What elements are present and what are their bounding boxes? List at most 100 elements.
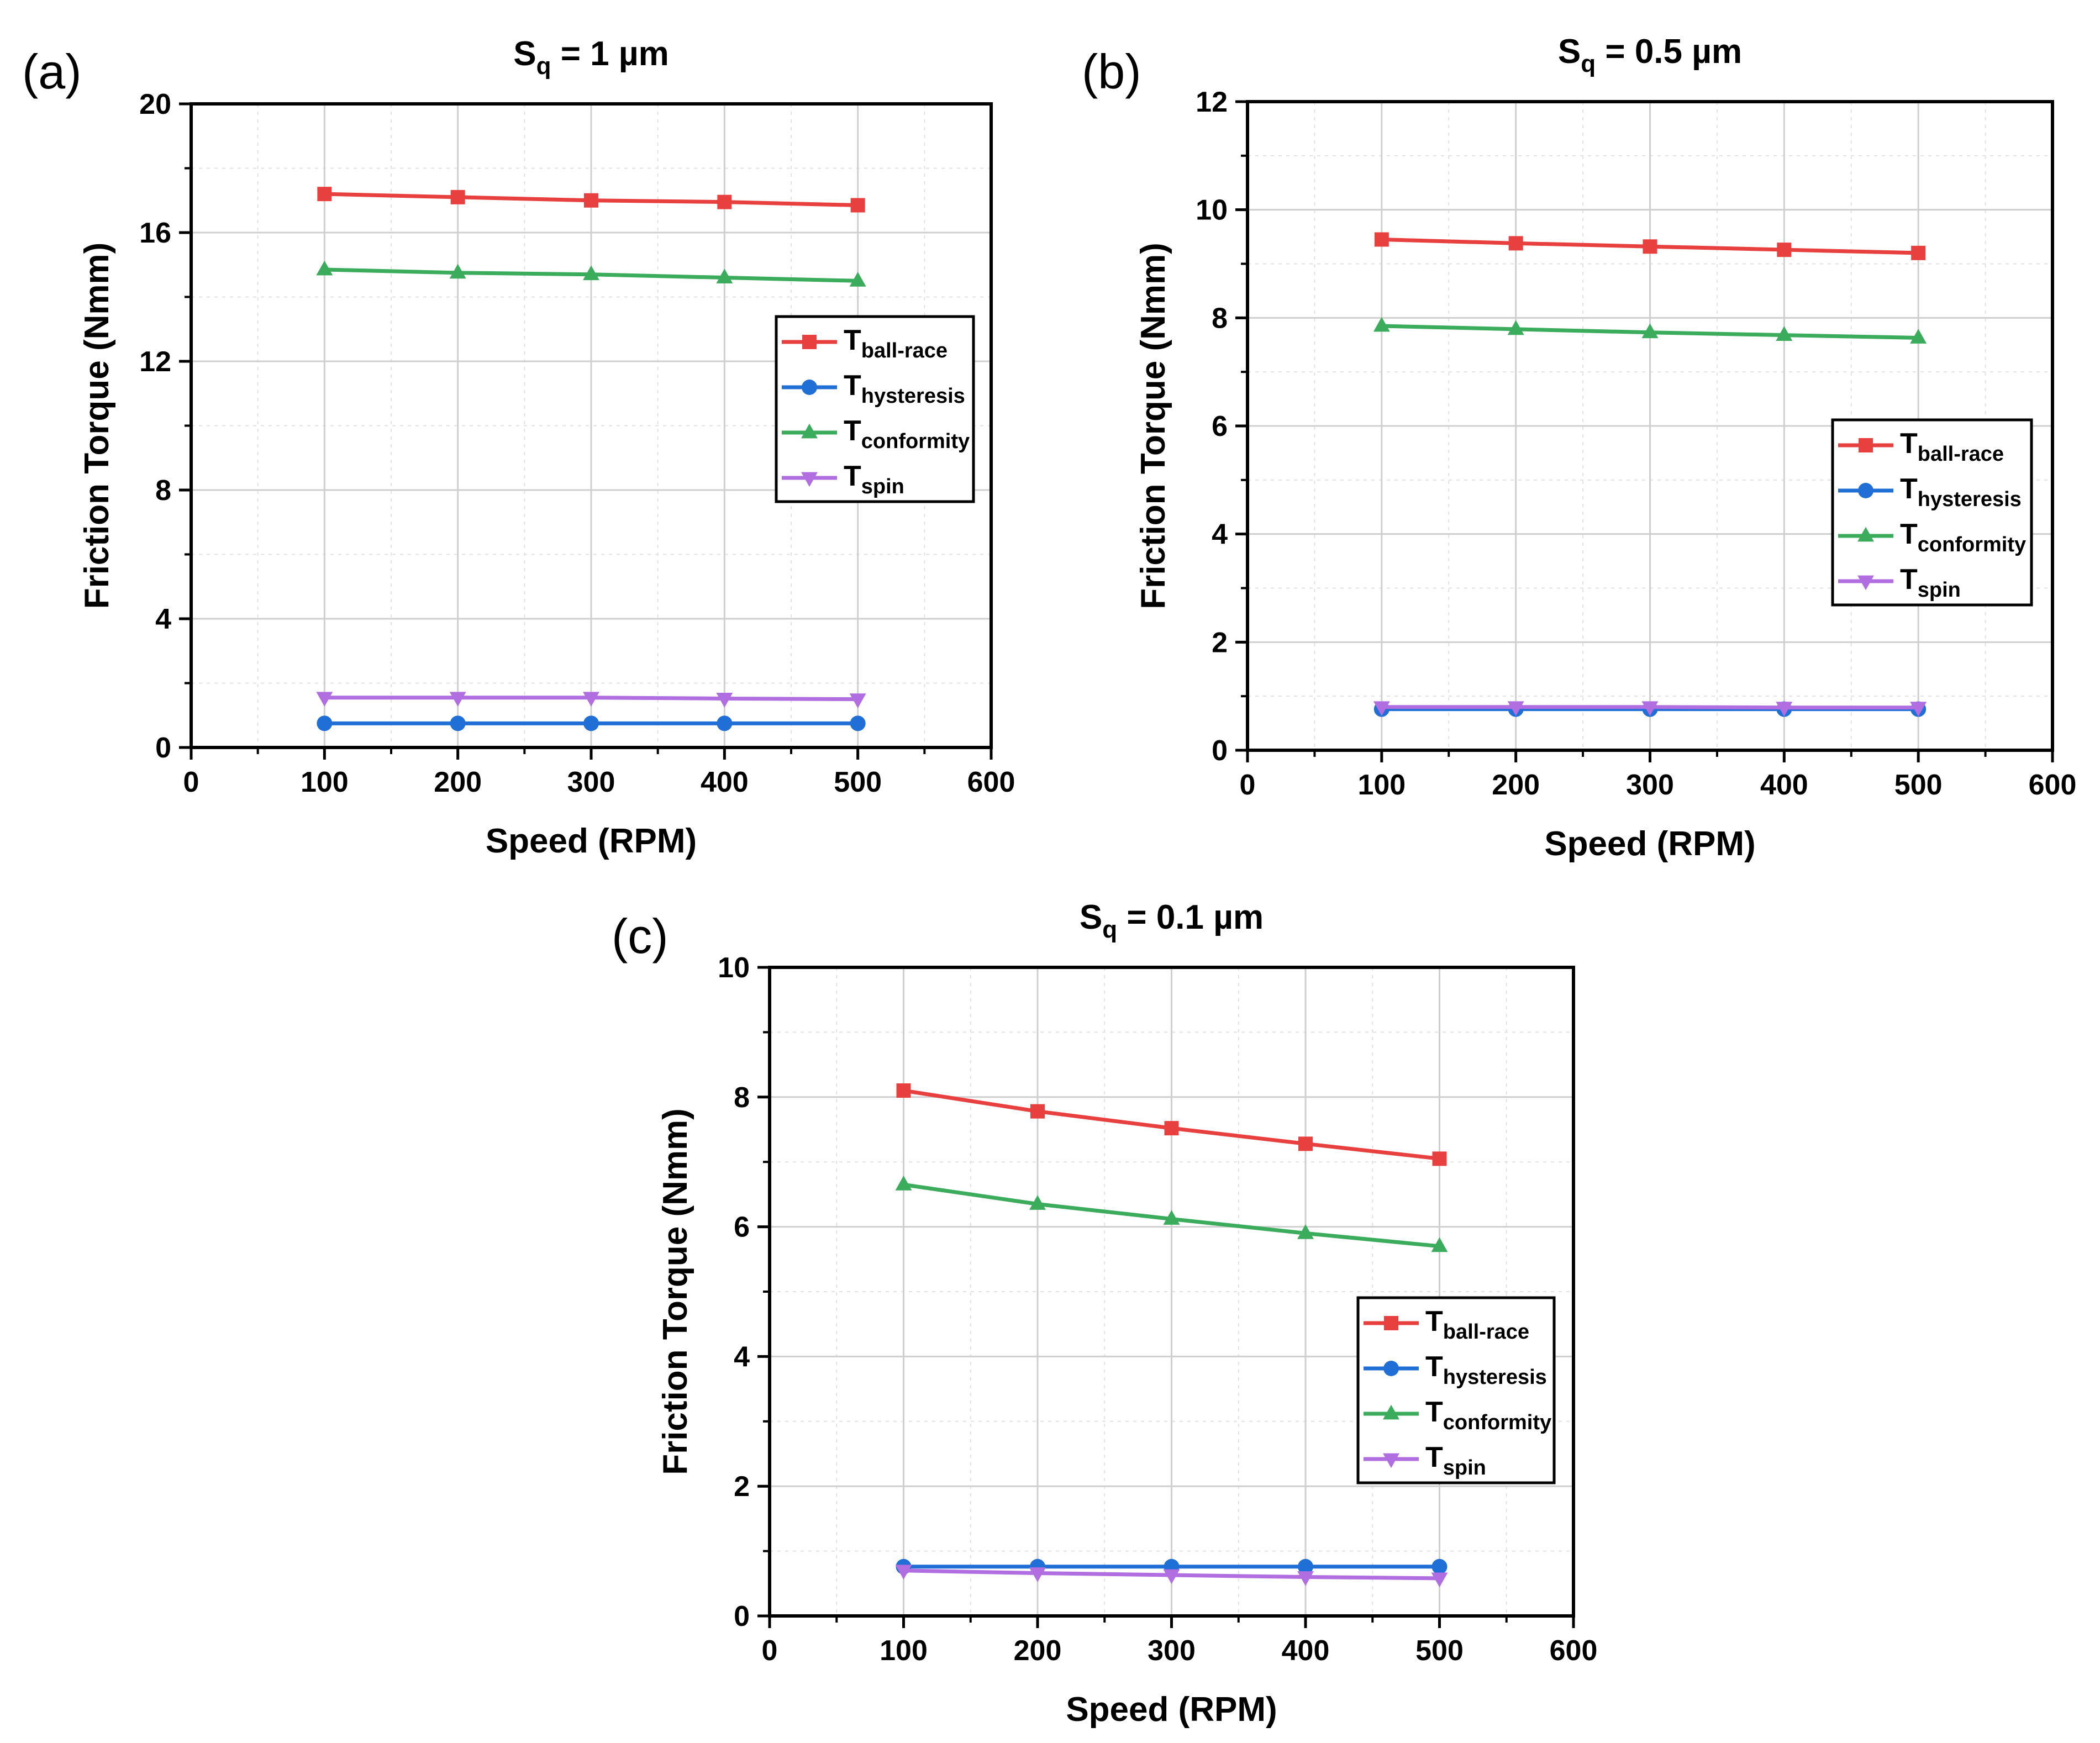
data-point-spin (449, 692, 466, 707)
data-point-ball-race (317, 187, 332, 202)
data-point-ball-race (1298, 1136, 1313, 1151)
data-point-hysteresis (1431, 1558, 1448, 1575)
y-tick-label: 8 (734, 1082, 750, 1114)
legend-label-main: T (844, 324, 861, 356)
data-point-ball-race (1374, 232, 1389, 247)
data-point-spin (895, 1565, 912, 1580)
data-point-hysteresis (717, 715, 733, 731)
plot-frame (768, 966, 1575, 1618)
legend-marker-conformity (1857, 526, 1874, 542)
x-tick-label: 400 (1760, 769, 1808, 801)
legend-label-ball-race: Tball-race (1425, 1305, 1529, 1344)
x-tick-label: 500 (834, 766, 882, 798)
chart-panel-3: 0 100 200 300 400 500 600 0 2 4 6 8 10 Speed (RPM) Fri… (612, 898, 1597, 1729)
series-hysteresis (317, 715, 866, 731)
chart-panel-1: 0 100 200 300 400 500 600 0 4 8 12 16 20 Speed (RPM) F… (22, 35, 1015, 860)
y-tick-label: 6 (734, 1212, 750, 1244)
x-tick-label: 500 (1894, 769, 1943, 801)
legend-label-sub: hysteresis (861, 385, 965, 408)
x-axis-title: Speed (RPM) (1544, 825, 1755, 863)
data-point-spin (1431, 1572, 1448, 1588)
panel-label: (b) (1082, 44, 1141, 99)
legend-marker-spin (1857, 575, 1874, 591)
chart-title: Sq = 0.5 µm (1558, 33, 1742, 77)
y-tick-label: 2 (1212, 626, 1228, 659)
legend-label-hysteresis: Thysteresis (844, 370, 965, 408)
y-tick-label: 6 (1212, 410, 1228, 443)
data-point-spin (1641, 701, 1659, 716)
data-point-spin (716, 693, 733, 708)
data-point-conformity (1776, 326, 1793, 341)
data-point-spin (849, 693, 866, 708)
legend-label-hysteresis: Thysteresis (1425, 1351, 1547, 1389)
y-tick-label: 2 (734, 1471, 750, 1503)
legend-label-sub: spin (1918, 578, 1961, 602)
y-tick-label: 8 (155, 475, 171, 507)
legend-label-sub: ball-race (1918, 443, 2004, 466)
data-point-conformity (1163, 1210, 1180, 1225)
data-point-hysteresis (450, 715, 466, 731)
legend-marker-hysteresis (802, 380, 817, 395)
y-axis-title: Friction Torque (Nmm) (78, 243, 116, 609)
data-point-conformity (1373, 317, 1390, 332)
data-point-conformity (316, 260, 333, 276)
chart-title-rest: = 0.5 µm (1596, 33, 1742, 71)
data-point-conformity (449, 264, 466, 279)
x-tick-label: 100 (1357, 769, 1406, 801)
x-tick-label: 0 (762, 1635, 778, 1667)
legend-label-main: T (844, 370, 861, 402)
chart-title: Sq = 1 µm (513, 35, 669, 80)
data-point-spin (1029, 1567, 1046, 1582)
y-tick-label: 4 (734, 1341, 750, 1373)
data-point-ball-race (450, 189, 465, 204)
legend-label-sub: spin (861, 475, 904, 498)
y-tick-label: 4 (1212, 519, 1228, 551)
data-point-conformity (1431, 1237, 1448, 1252)
y-axis-title: Friction Torque (Nmm) (656, 1108, 694, 1475)
legend-label-ball-race: Tball-race (844, 324, 948, 362)
x-tick-label: 600 (1550, 1635, 1598, 1667)
legend-label-main: T (1900, 428, 1918, 460)
x-tick-label: 200 (434, 766, 482, 798)
data-point-conformity (1641, 323, 1659, 339)
chart-title-sub: q (536, 52, 551, 80)
data-point-hysteresis (317, 715, 333, 731)
y-tick-label: 10 (718, 952, 750, 984)
data-point-conformity (895, 1176, 912, 1191)
chart-title-rest: = 0.1 µm (1117, 898, 1264, 936)
legend-label-conformity: Tconformity (1900, 518, 2026, 556)
data-point-spin (1776, 702, 1793, 717)
data-point-hysteresis (1298, 1558, 1313, 1575)
legend-label-sub: conformity (861, 430, 970, 453)
legend-label-spin: Tspin (1900, 564, 1961, 602)
legend-label-main: T (1900, 473, 1918, 505)
legend-label-conformity: Tconformity (844, 415, 970, 453)
data-point-conformity (1029, 1195, 1046, 1210)
legend-marker-conformity (801, 423, 818, 439)
y-tick-label: 4 (155, 603, 171, 635)
x-tick-label: 600 (967, 766, 1015, 798)
panel-label: (c) (612, 909, 669, 963)
legend-label-conformity: Tconformity (1425, 1396, 1551, 1434)
y-tick-label: 16 (139, 217, 171, 249)
data-point-ball-race (1508, 236, 1523, 251)
legend-label-main: T (1900, 564, 1918, 596)
x-tick-label: 200 (1014, 1635, 1062, 1667)
legend-label-main: T (844, 460, 861, 492)
chart-title-rest: = 1 µm (551, 35, 669, 73)
data-point-spin (316, 692, 333, 707)
chart-title-sub: q (1581, 50, 1596, 77)
legend-label-sub: conformity (1443, 1411, 1551, 1434)
plot-frame (1246, 100, 2054, 752)
legend-label-spin: Tspin (1425, 1441, 1486, 1479)
chart-title-main: S (1080, 898, 1102, 936)
data-point-hysteresis (583, 715, 599, 731)
legend-label-main: T (1425, 1305, 1443, 1337)
series-conformity (895, 1176, 1448, 1252)
chart-title-main: S (513, 35, 536, 73)
legend-label-hysteresis: Thysteresis (1900, 473, 2022, 511)
x-tick-label: 300 (1626, 769, 1674, 801)
legend: Tball-race Thysteresis Tconformity Tspin (1356, 1296, 1556, 1484)
legend-marker-spin (1383, 1453, 1399, 1468)
